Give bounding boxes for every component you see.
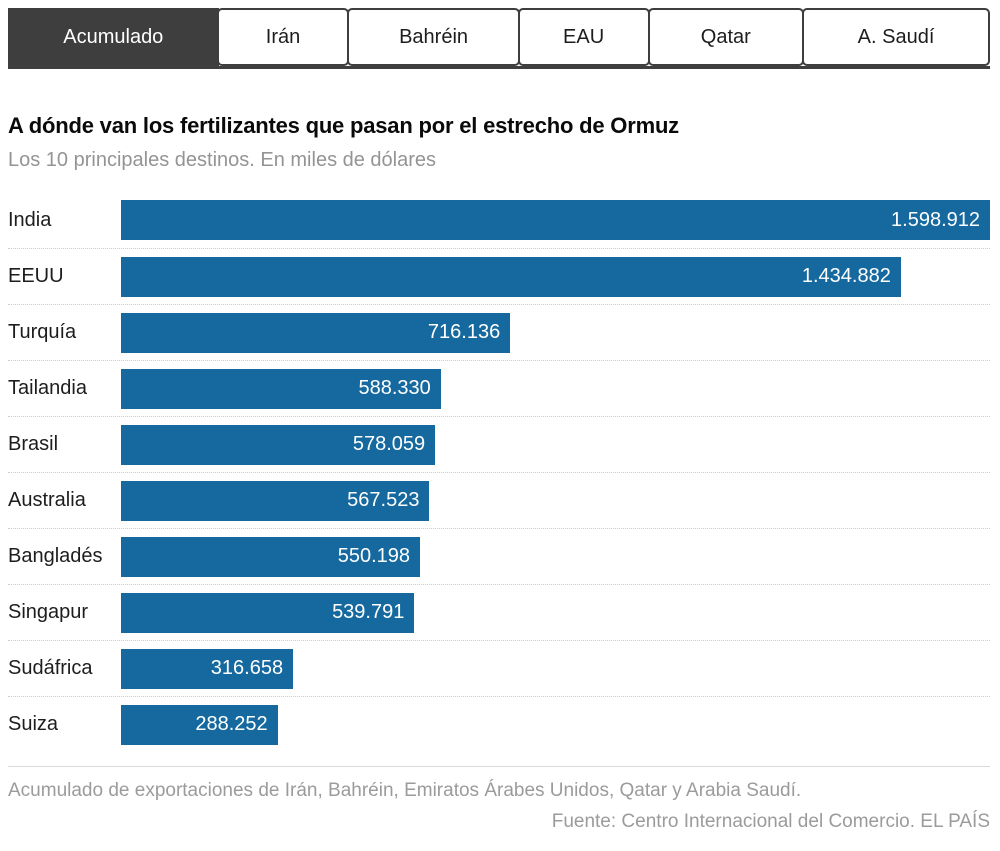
bar-value-label: 550.198 bbox=[337, 545, 411, 567]
category-label: Australia bbox=[8, 489, 86, 511]
category-label: Suiza bbox=[8, 713, 59, 735]
bar: 316.658 bbox=[121, 648, 294, 689]
bar-row: Brasil 578.059 bbox=[8, 416, 990, 472]
chart-title: A dónde van los fertilizantes que pasan … bbox=[8, 113, 679, 138]
category-label: Bangladés bbox=[8, 545, 103, 567]
bar-value-label: 588.330 bbox=[358, 377, 431, 399]
bar: 716.136 bbox=[121, 312, 511, 353]
tab-acumulado[interactable]: Acumulado bbox=[8, 8, 219, 66]
bar-row: India 1.598.912 bbox=[8, 192, 990, 248]
bar-track: 539.791 bbox=[121, 592, 990, 633]
bar-row: Bangladés 550.198 bbox=[8, 528, 990, 584]
bar-track: 578.059 bbox=[121, 424, 990, 465]
bar: 288.252 bbox=[121, 704, 278, 745]
bar-row: Singapur 539.791 bbox=[8, 584, 990, 640]
bar-row: EEUU 1.434.882 bbox=[8, 248, 990, 304]
bar-rows: India 1.598.912 EEUU 1.434.882 Turquía 716.13… bbox=[8, 192, 990, 752]
category-label: India bbox=[8, 208, 52, 231]
tab-bar: Acumulado Irán Bahréin EAU Qatar A. Saudí bbox=[8, 8, 990, 69]
bar-value-label: 716.136 bbox=[427, 321, 501, 343]
bar: 578.059 bbox=[121, 424, 436, 465]
bar-row: Australia 567.523 bbox=[8, 472, 990, 528]
chart-subtitle: Los 10 principales destinos. En miles de… bbox=[8, 149, 437, 171]
bar-value-label: 1.598.912 bbox=[891, 208, 980, 231]
bar: 539.791 bbox=[121, 592, 415, 633]
bar-value-label: 1.434.882 bbox=[801, 265, 891, 287]
category-label: Sudáfrica bbox=[8, 657, 93, 679]
bar-track: 1.434.882 bbox=[121, 256, 990, 297]
bar-value-label: 567.523 bbox=[347, 489, 420, 511]
category-label: Turquía bbox=[8, 321, 77, 343]
category-label: EEUU bbox=[8, 265, 64, 287]
bar: 1.598.912 bbox=[121, 200, 990, 240]
footer-note: Acumulado de exportaciones de Irán, Bahr… bbox=[8, 780, 802, 801]
tab-qatar[interactable]: Qatar bbox=[647, 8, 805, 66]
category-label: Brasil bbox=[8, 433, 59, 455]
category-label: Singapur bbox=[8, 601, 89, 623]
bar: 588.330 bbox=[121, 368, 441, 409]
tab-a-saud-[interactable]: A. Saudí bbox=[802, 8, 990, 66]
chart-footer: Acumulado de exportaciones de Irán, Bahr… bbox=[8, 766, 990, 833]
chart-page: Acumulado Irán Bahréin EAU Qatar A. Saudí A d… bbox=[8, 8, 990, 833]
category-label: Tailandia bbox=[8, 377, 87, 399]
bar: 1.434.882 bbox=[121, 256, 901, 297]
bar: 567.523 bbox=[121, 480, 430, 521]
tab-eau[interactable]: EAU bbox=[517, 8, 650, 66]
bar-value-label: 578.059 bbox=[352, 433, 426, 455]
bar-track: 550.198 bbox=[121, 536, 990, 577]
bar-row: Turquía 716.136 bbox=[8, 304, 990, 360]
bar-track: 1.598.912 bbox=[121, 200, 990, 240]
bar-row: Tailandia 588.330 bbox=[8, 360, 990, 416]
bar-value-label: 288.252 bbox=[195, 713, 268, 735]
bar-value-label: 316.658 bbox=[210, 657, 284, 679]
footer-source: Fuente: Centro Internacional del Comerci… bbox=[551, 811, 990, 832]
bar-track: 316.658 bbox=[121, 648, 990, 689]
bar: 550.198 bbox=[121, 536, 421, 577]
bar-row: Sudáfrica 316.658 bbox=[8, 640, 990, 696]
bar-track: 567.523 bbox=[121, 480, 990, 521]
bar-track: 716.136 bbox=[121, 312, 990, 353]
bar-value-label: 539.791 bbox=[332, 601, 405, 623]
bar-track: 588.330 bbox=[121, 368, 990, 409]
tab-bahr-in[interactable]: Bahréin bbox=[347, 8, 520, 66]
bar-row: Suiza 288.252 bbox=[8, 696, 990, 752]
tab-ir-n[interactable]: Irán bbox=[216, 8, 350, 66]
bar-track: 288.252 bbox=[121, 704, 990, 745]
